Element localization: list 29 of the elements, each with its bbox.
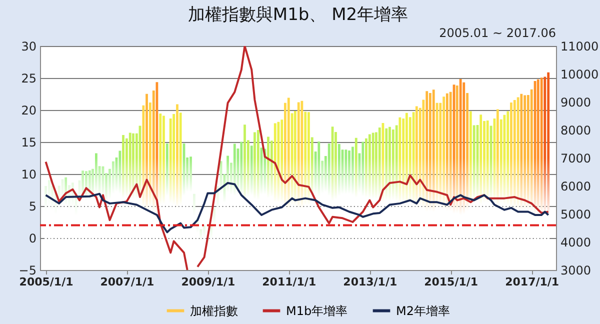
- x-tick-label: 2015/1/1: [424, 276, 478, 288]
- y-tick-label: 0: [28, 232, 36, 246]
- y2-tick-label: 4000: [560, 236, 592, 250]
- y2-tick-label: 7000: [560, 152, 592, 166]
- chart-subtitle: 2005.01 ~ 2017.06: [439, 26, 556, 40]
- x-tick-label: 2005/1/1: [19, 276, 74, 288]
- chart-title: 加權指數與M1b、 M2年增率: [188, 5, 408, 25]
- legend-label: M2年增率: [396, 304, 450, 318]
- y2-tick-label: 6000: [560, 180, 592, 194]
- x-tick-label: 2013/1/1: [343, 276, 398, 288]
- x-tick-label: 2007/1/1: [100, 276, 154, 288]
- y-tick-label: 5: [28, 200, 36, 214]
- y2-tick-label: 11000: [560, 40, 599, 54]
- legend-label: M1b年增率: [286, 304, 348, 318]
- y-tick-label: 10: [21, 168, 36, 182]
- y-tick-label: 15: [21, 136, 36, 150]
- y-tick-label: 20: [21, 104, 36, 118]
- y2-tick-label: 3000: [560, 264, 592, 278]
- y2-tick-label: 9000: [560, 96, 592, 110]
- y2-tick-label: 5000: [560, 208, 592, 222]
- x-tick-label: 2011/1/1: [262, 276, 316, 288]
- y2-tick-label: 10000: [560, 68, 599, 82]
- y2-tick-label: 8000: [560, 124, 592, 138]
- y-tick-label: −5: [18, 264, 36, 278]
- legend-label: 加權指數: [190, 304, 238, 318]
- y-tick-label: 30: [21, 40, 36, 54]
- x-tick-label: 2017/1/1: [505, 276, 560, 288]
- x-tick-label: 2009/1/1: [181, 276, 236, 288]
- y-tick-label: 25: [21, 72, 36, 86]
